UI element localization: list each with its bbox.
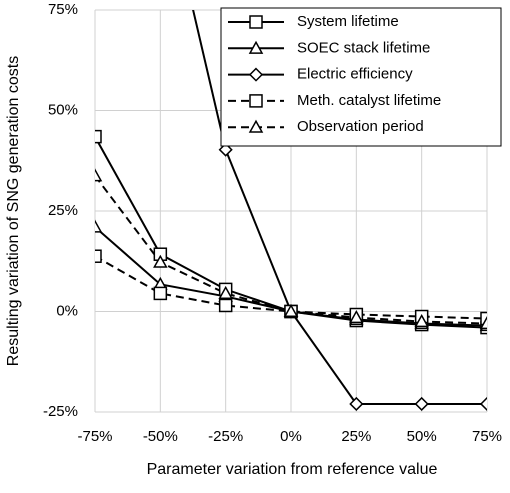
marker [153,286,168,301]
x-tick-label: 25% [341,428,371,445]
marker [349,309,364,324]
legend: System lifetime SOEC stack lifetime Electr… [220,7,502,147]
marker [95,249,102,263]
y-axis-label: Resulting variation of SNG generation co… [5,56,22,366]
marker [349,396,364,412]
x-tick-label: -75% [77,428,112,445]
plot-area [95,10,487,412]
legend-box [220,7,502,147]
x-axis-label: Parameter variation from reference value [147,461,438,478]
marker [95,129,102,144]
legend-label: SOEC stack lifetime [297,39,430,56]
marker [218,298,233,313]
marker [218,142,233,157]
marker [479,316,487,330]
marker [480,311,487,326]
y-tick-label: 25% [48,202,78,219]
marker [414,314,429,328]
marker [479,396,487,412]
marker [95,168,103,182]
marker [414,396,429,412]
x-tick-label: 75% [472,428,502,445]
legend-label: Electric efficiency [297,66,413,83]
y-tick-label: -25% [43,403,78,420]
y-tick-label: 75% [48,1,78,18]
marker [95,219,103,233]
marker [153,254,168,268]
marker [249,94,263,108]
legend-label: System lifetime [297,13,399,30]
marker [249,15,263,29]
x-tick-label: -25% [208,428,243,445]
x-tick-label: -50% [143,428,178,445]
x-tick-label: 50% [407,428,437,445]
marker [218,285,233,299]
legend-label: Observation period [297,118,424,135]
marker [248,119,264,133]
y-tick-label: 50% [48,101,78,118]
marker [248,67,264,82]
y-tick-label: 0% [56,302,78,319]
legend-label: Meth. catalyst lifetime [297,92,441,109]
marker [248,40,264,54]
x-tick-label: 0% [280,428,302,445]
marker [283,303,299,318]
